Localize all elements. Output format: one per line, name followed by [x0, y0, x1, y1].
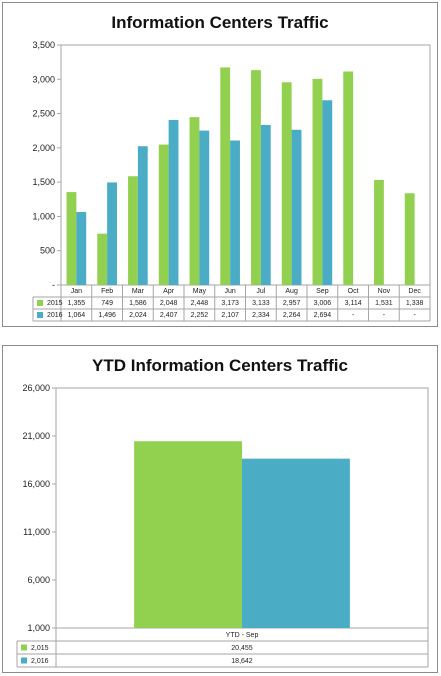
table-value-label: 2,264: [283, 312, 301, 319]
table-value-label: 3,173: [221, 300, 239, 307]
legend-swatch-2015: [21, 644, 27, 651]
legend-swatch-2015: [37, 300, 43, 306]
legend-swatch-2016: [21, 657, 27, 664]
table-value-label: 1,338: [406, 300, 424, 307]
x-category-label: Oct: [348, 288, 359, 295]
bar-2015-jun: [220, 67, 231, 286]
table-value-label: 1,586: [129, 300, 147, 307]
monthly-traffic-chart-panel: Information Centers Traffic - 500 1,000 1,5…: [2, 2, 438, 327]
x-category-label: Jul: [256, 288, 265, 295]
y-tick-label: 6,000: [27, 575, 50, 585]
x-category-label: May: [193, 288, 207, 295]
table-value-label: 2,252: [191, 312, 209, 319]
y-tick-label: 3,500: [32, 40, 55, 50]
table-value-label: 1,064: [68, 312, 86, 319]
bar-2015-jan: [66, 192, 77, 285]
bar-2016-sep: [322, 100, 333, 285]
bar-2016-feb: [107, 182, 117, 285]
table-value-label: 749: [101, 300, 113, 307]
bar-2016-ytd---sep: [242, 458, 350, 628]
table-value-label: 2,048: [160, 300, 178, 307]
table-value-label: 1,531: [375, 300, 393, 307]
ytd-traffic-chart: 1,000 6,000 11,000 16,000 21,000 26,000 YTD - …: [16, 383, 429, 668]
bar-2015-feb: [97, 233, 108, 285]
bar-2016-jan: [76, 212, 87, 285]
y-tick-label: 3,000: [32, 74, 55, 84]
y-tick-label: 1,000: [27, 623, 50, 633]
ytd-traffic-chart-panel: YTD Information Centers Traffic 1,000 6,0…: [2, 345, 438, 673]
x-category-label: Jan: [71, 288, 82, 295]
y-tick-label: 2,000: [32, 143, 55, 153]
table-value-label: 2,407: [160, 312, 178, 319]
x-category-label: Apr: [163, 288, 175, 295]
bar-2016-apr: [168, 119, 179, 285]
legend-label-2015: 2,015: [31, 645, 49, 652]
x-category-label: Feb: [101, 288, 113, 295]
legend-label-2016: 2016: [47, 312, 63, 319]
table-value-label: 1,355: [68, 300, 86, 307]
table-value-label: 2,024: [129, 312, 147, 319]
y-tick-label: 2,500: [32, 109, 55, 119]
table-value-label: 2,957: [283, 300, 301, 307]
x-category-label: Sep: [316, 288, 329, 295]
bar-2016-mar: [137, 146, 148, 285]
y-tick-label: 26,000: [22, 383, 50, 393]
y-tick-label: -: [52, 280, 55, 290]
x-category-label: Nov: [378, 288, 391, 295]
table-value-label: -: [352, 312, 355, 319]
bar-2015-may: [189, 117, 200, 285]
chart-title: YTD Information Centers Traffic: [92, 356, 348, 375]
y-tick-label: 21,000: [22, 431, 50, 441]
table-value-label: 3,133: [252, 300, 270, 307]
table-value-label: 2,694: [314, 312, 332, 319]
bar-2015-jul: [251, 70, 261, 285]
x-category-label: YTD - Sep: [226, 632, 259, 639]
bar-2015-mar: [128, 176, 138, 285]
y-tick-label: 16,000: [22, 479, 50, 489]
legend-label-2015: 2015: [47, 300, 63, 307]
bar-2015-dec: [404, 193, 415, 285]
table-value-label: 20,455: [231, 645, 253, 652]
bar-2015-sep: [312, 78, 323, 285]
table-value-label: -: [413, 312, 416, 319]
table-value-label: 3,006: [314, 300, 332, 307]
table-value-label: 2,334: [252, 312, 270, 319]
bar-2015-aug: [281, 82, 292, 285]
y-tick-label: 1,000: [32, 211, 55, 221]
y-tick-label: 11,000: [23, 527, 50, 537]
bar-2016-jul: [260, 124, 271, 285]
bar-2015-nov: [374, 180, 384, 285]
x-category-label: Mar: [132, 288, 145, 295]
legend-swatch-2016: [37, 312, 43, 318]
table-value-label: 3,114: [345, 300, 362, 307]
table-value-label: 2,107: [221, 312, 239, 319]
monthly-traffic-chart: - 500 1,000 1,500 2,000 2,500 3,000 3,500 Jan Feb…: [32, 40, 431, 322]
legend-label-2016: 2,016: [31, 658, 49, 665]
x-category-label: Dec: [408, 288, 421, 295]
y-tick-label: 500: [40, 246, 55, 256]
x-category-label: Jun: [224, 288, 235, 295]
bar-2015-ytd---sep: [134, 441, 242, 628]
table-value-label: -: [383, 312, 386, 319]
bar-2016-jun: [230, 140, 240, 285]
table-value-label: 2,448: [191, 300, 209, 307]
bar-2015-oct: [343, 71, 354, 286]
table-value-label: 18,642: [231, 658, 253, 665]
x-category-label: Aug: [285, 288, 298, 295]
bar-2016-may: [199, 130, 210, 285]
bar-2016-aug: [291, 129, 302, 285]
chart-title: Information Centers Traffic: [111, 13, 329, 32]
bar-2015-apr: [158, 144, 169, 285]
y-tick-label: 1,500: [32, 177, 55, 187]
table-value-label: 1,496: [98, 312, 116, 319]
